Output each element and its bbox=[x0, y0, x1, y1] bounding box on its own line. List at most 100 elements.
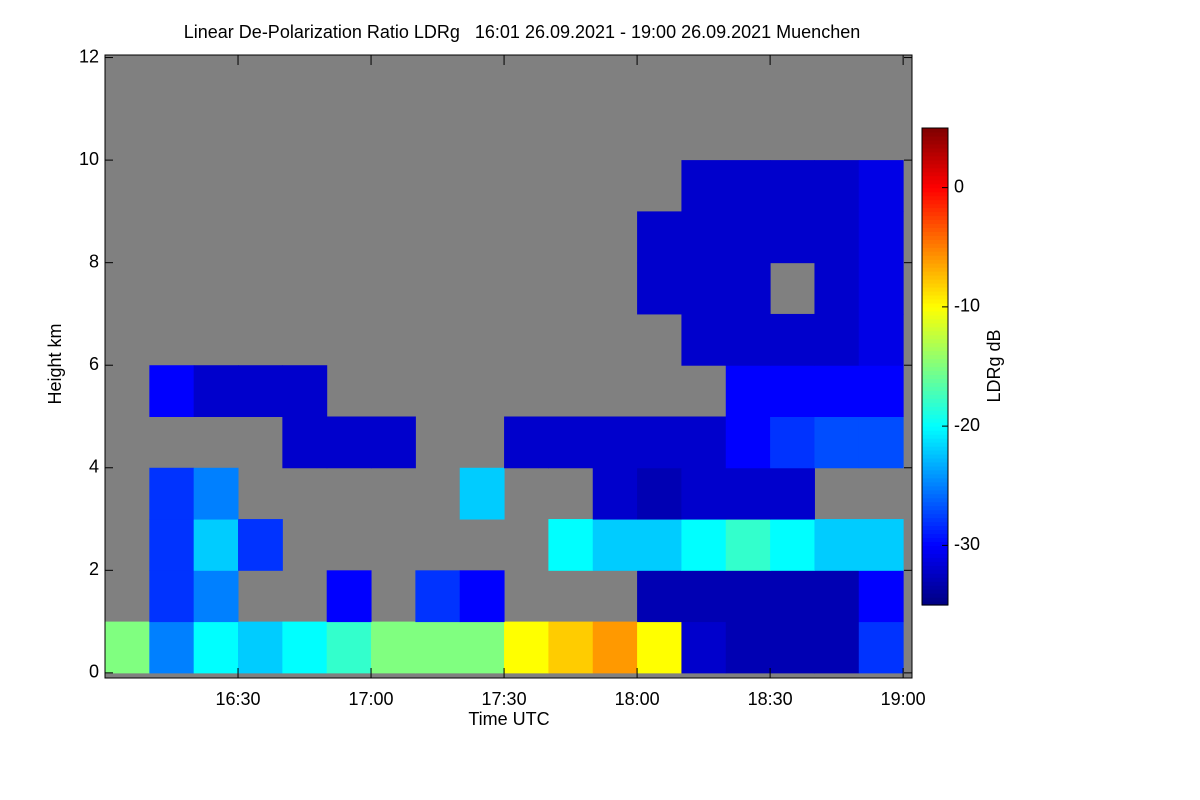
colorbar-segment bbox=[922, 263, 948, 268]
x-tick-label: 19:00 bbox=[881, 689, 926, 709]
colorbar-segment bbox=[922, 279, 948, 284]
heatmap-cell bbox=[725, 467, 771, 520]
colorbar-segment bbox=[922, 581, 948, 586]
colorbar-segment bbox=[922, 330, 948, 336]
colorbar-segment bbox=[922, 457, 948, 463]
heatmap-cell bbox=[504, 416, 549, 469]
heatmap-cell bbox=[858, 416, 904, 469]
heatmap-cell bbox=[814, 211, 860, 264]
heatmap-cell bbox=[149, 570, 195, 623]
colorbar-segment bbox=[922, 422, 948, 427]
x-axis-label: Time UTC bbox=[468, 709, 549, 729]
colorbar-segment bbox=[922, 322, 948, 328]
colorbar-segment bbox=[922, 223, 948, 228]
heatmap-cell bbox=[149, 365, 195, 417]
colorbar-segment bbox=[922, 207, 948, 213]
heatmap-cell bbox=[681, 467, 727, 520]
heatmap-cell bbox=[681, 211, 727, 264]
heatmap-cell bbox=[770, 467, 815, 520]
heatmap-cell bbox=[681, 621, 727, 674]
colorbar-tick-label: -20 bbox=[954, 415, 980, 435]
colorbar-tick-label: -10 bbox=[954, 296, 980, 316]
heatmap-cell bbox=[592, 416, 638, 469]
heatmap-cell bbox=[326, 570, 372, 623]
heatmap-cell bbox=[326, 621, 372, 674]
colorbar-segment bbox=[922, 215, 948, 221]
heatmap-cell bbox=[504, 621, 549, 674]
colorbar-segment bbox=[922, 398, 948, 403]
heatmap-cell bbox=[814, 416, 860, 469]
colorbar-segment bbox=[922, 374, 948, 380]
colorbar-segment bbox=[922, 406, 948, 411]
heatmap-cell bbox=[592, 519, 638, 571]
colorbar-segment bbox=[922, 509, 948, 515]
colorbar-segment bbox=[922, 378, 948, 383]
y-axis-label: Height km bbox=[45, 323, 65, 404]
colorbar-segment bbox=[922, 275, 948, 280]
heatmap-cell bbox=[637, 262, 682, 315]
y-tick-label: 8 bbox=[89, 251, 99, 271]
colorbar-segment bbox=[922, 354, 948, 360]
y-tick-label: 6 bbox=[89, 354, 99, 374]
colorbar-segment bbox=[922, 342, 948, 348]
heatmap-cell bbox=[725, 570, 771, 623]
heatmap-cell bbox=[814, 519, 860, 571]
heatmap-cell bbox=[814, 621, 860, 674]
heatmap-cell bbox=[149, 467, 195, 520]
colorbar-label: LDRg dB bbox=[984, 329, 1004, 402]
heatmap-cell bbox=[681, 416, 727, 469]
heatmap-cell bbox=[415, 570, 461, 623]
y-tick-label: 4 bbox=[89, 457, 99, 477]
colorbar-segment bbox=[922, 366, 948, 372]
colorbar-segment bbox=[922, 147, 948, 153]
colorbar-segment bbox=[922, 362, 948, 368]
heatmap-cell bbox=[770, 211, 815, 264]
colorbar-segment bbox=[922, 553, 948, 558]
colorbar-segment bbox=[922, 430, 948, 435]
x-tick-label: 16:30 bbox=[215, 689, 260, 709]
heatmap-cell bbox=[814, 262, 860, 315]
heatmap-cell bbox=[770, 313, 815, 366]
colorbar-segment bbox=[922, 410, 948, 415]
plot-frame bbox=[104, 54, 913, 679]
heatmap-cell bbox=[770, 365, 815, 417]
colorbar-segment bbox=[922, 577, 948, 582]
colorbar-segment bbox=[922, 481, 948, 487]
colorbar-segment bbox=[922, 489, 948, 495]
colorbar-segment bbox=[922, 203, 948, 209]
colorbar-segment bbox=[922, 334, 948, 340]
heatmap-cell bbox=[326, 416, 372, 469]
colorbar-segment bbox=[922, 529, 948, 535]
x-tick-label: 17:30 bbox=[482, 689, 527, 709]
colorbar-segment bbox=[922, 294, 948, 300]
colorbar-segment bbox=[922, 473, 948, 479]
colorbar-tick-label: 0 bbox=[954, 176, 964, 196]
colorbar-segment bbox=[922, 139, 948, 145]
colorbar-segment bbox=[922, 247, 948, 252]
colorbar-segment bbox=[922, 211, 948, 217]
colorbar-segment bbox=[922, 446, 948, 451]
heatmap-cell bbox=[858, 365, 904, 417]
colorbar-segment bbox=[922, 418, 948, 423]
heatmap-cell bbox=[681, 519, 727, 571]
colorbar-segment bbox=[922, 541, 948, 546]
colorbar-segment bbox=[922, 461, 948, 467]
colorbar-segment bbox=[922, 414, 948, 419]
colorbar-segment bbox=[922, 585, 948, 590]
colorbar-segment bbox=[922, 346, 948, 352]
heatmap-cell bbox=[725, 519, 771, 571]
colorbar-segment bbox=[922, 497, 948, 503]
heatmap-cell bbox=[725, 416, 771, 469]
heatmap-cell bbox=[415, 621, 461, 674]
heatmap-cell bbox=[193, 570, 239, 623]
colorbar-segment bbox=[922, 231, 948, 236]
heatmap-cell bbox=[858, 211, 904, 264]
heatmap-cell bbox=[770, 160, 815, 212]
colorbar-segment bbox=[922, 545, 948, 550]
colorbar-segment bbox=[922, 243, 948, 248]
colorbar-segment bbox=[922, 267, 948, 272]
colorbar-segment bbox=[922, 601, 948, 606]
heatmap-cell bbox=[770, 570, 815, 623]
heatmap-cell bbox=[814, 160, 860, 212]
